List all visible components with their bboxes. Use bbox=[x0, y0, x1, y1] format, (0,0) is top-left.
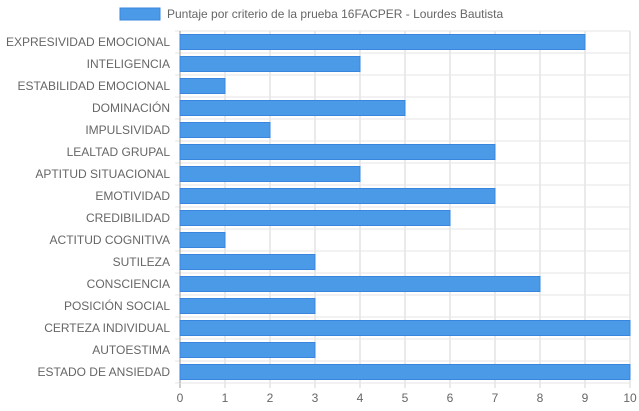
grid bbox=[175, 30, 631, 388]
category-label: ESTABILIDAD EMOCIONAL bbox=[18, 79, 171, 93]
category-label: APTITUD SITUACIONAL bbox=[35, 167, 170, 181]
bar[interactable] bbox=[179, 232, 226, 248]
bar[interactable] bbox=[179, 144, 496, 160]
x-tick-label: 9 bbox=[582, 391, 589, 405]
x-tick-label: 3 bbox=[312, 391, 319, 405]
category-label: AUTOESTIMA bbox=[92, 343, 170, 357]
category-label: SUTILEZA bbox=[113, 255, 170, 269]
bar[interactable] bbox=[179, 166, 361, 182]
x-tick-label: 8 bbox=[537, 391, 544, 405]
x-tick-label: 0 bbox=[177, 391, 184, 405]
x-tick-label: 5 bbox=[402, 391, 409, 405]
category-label: CONSCIENCIA bbox=[87, 277, 170, 291]
category-label: CREDIBILIDAD bbox=[86, 211, 170, 225]
category-label: EXPRESIVIDAD EMOCIONAL bbox=[6, 35, 170, 49]
bar[interactable] bbox=[179, 56, 361, 72]
legend-label: Puntaje por criterio de la prueba 16FACP… bbox=[167, 7, 504, 21]
category-label: ESTADO DE ANSIEDAD bbox=[38, 365, 171, 379]
bar[interactable] bbox=[179, 254, 316, 270]
category-label: CERTEZA INDIVIDUAL bbox=[44, 321, 170, 335]
category-label: INTELIGENCIA bbox=[87, 57, 170, 71]
bar[interactable] bbox=[179, 100, 406, 116]
bar[interactable] bbox=[179, 78, 226, 94]
category-label: DOMINACIÓN bbox=[92, 100, 170, 115]
category-label: LEALTAD GRUPAL bbox=[67, 145, 171, 159]
category-label: IMPULSIVIDAD bbox=[85, 123, 170, 137]
x-tick-label: 2 bbox=[267, 391, 274, 405]
bars bbox=[179, 34, 631, 380]
x-axis-ticks: 0 1 2 3 4 5 6 7 8 9 10 bbox=[177, 391, 637, 405]
legend-swatch bbox=[119, 7, 161, 21]
legend[interactable]: Puntaje por criterio de la prueba 16FACP… bbox=[119, 7, 504, 21]
x-tick-label: 6 bbox=[447, 391, 454, 405]
bar[interactable] bbox=[179, 210, 451, 226]
x-tick-label: 7 bbox=[492, 391, 499, 405]
bar[interactable] bbox=[179, 276, 541, 292]
y-axis-labels: EXPRESIVIDAD EMOCIONAL INTELIGENCIA ESTABI… bbox=[6, 35, 170, 379]
bar[interactable] bbox=[179, 34, 586, 50]
category-label: EMOTIVIDAD bbox=[95, 189, 170, 203]
x-tick-label: 10 bbox=[623, 391, 637, 405]
x-tick-label: 4 bbox=[357, 391, 364, 405]
bar[interactable] bbox=[179, 122, 271, 138]
category-label: POSICIÓN SOCIAL bbox=[64, 298, 170, 313]
bar[interactable] bbox=[179, 364, 631, 380]
bar[interactable] bbox=[179, 320, 631, 336]
bar[interactable] bbox=[179, 188, 496, 204]
bar[interactable] bbox=[179, 298, 316, 314]
category-label: ACTITUD COGNITIVA bbox=[50, 233, 170, 247]
bar[interactable] bbox=[179, 342, 316, 358]
x-tick-label: 1 bbox=[222, 391, 229, 405]
